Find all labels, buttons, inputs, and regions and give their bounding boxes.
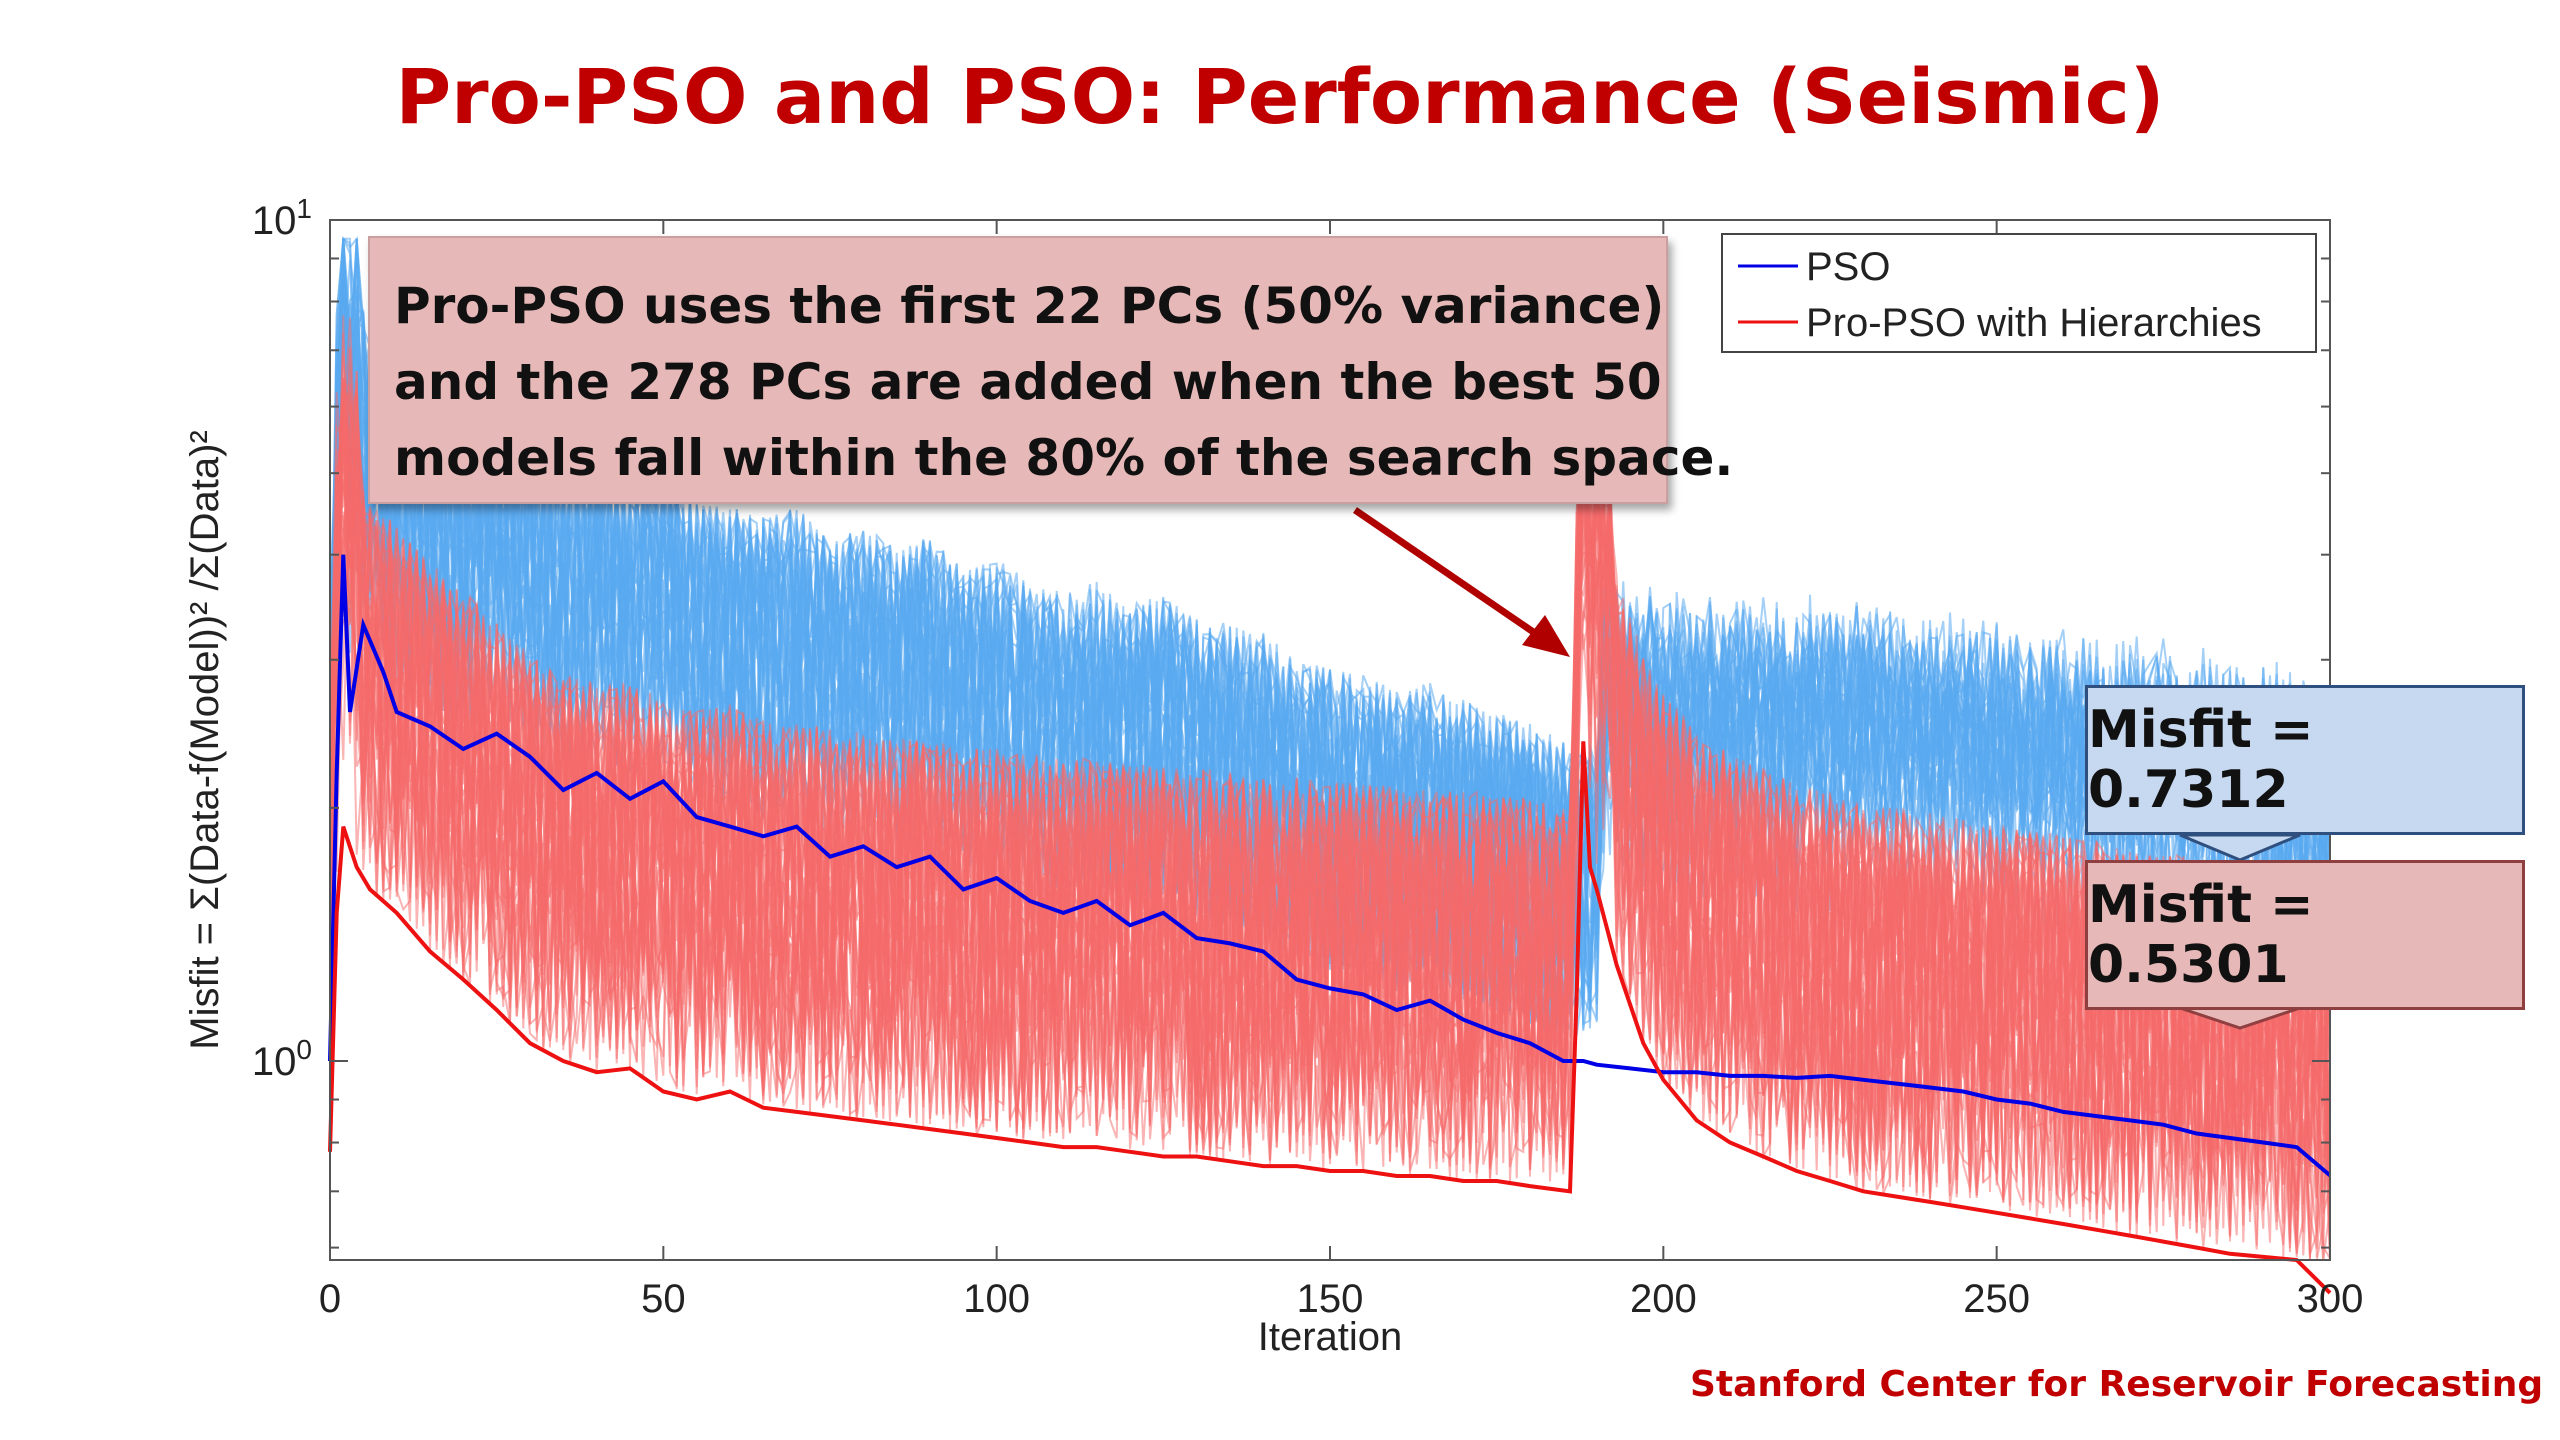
x-tick-label: 200 [1630, 1277, 1697, 1321]
legend: PSO Pro-PSO with Hierarchies [1721, 233, 2317, 353]
pso-series-line [328, 554, 2332, 1177]
misfit-pso-box: Misfit = 0.7312 [2085, 685, 2525, 835]
x-tick-label: 300 [2297, 1277, 2364, 1321]
best-series-lines [328, 554, 2332, 1295]
footer-credit: Stanford Center for Reservoir Forecastin… [1690, 1364, 2544, 1405]
x-tick-label: 0 [319, 1277, 341, 1321]
pro-pso-ensemble-line [329, 403, 2331, 1253]
callout-line-1: Pro-PSO uses the first 22 PCs (50% varia… [394, 277, 1665, 335]
x-tick-label: 250 [1963, 1277, 2030, 1321]
pro-pso-ensemble-line [329, 470, 2331, 1260]
callout-line-3: models fall within the 80% of the search… [394, 429, 1734, 487]
y-tick-label: 100 [252, 1034, 312, 1084]
x-tick-label: 100 [963, 1277, 1030, 1321]
legend-label-pro-pso: Pro-PSO with Hierarchies [1806, 301, 2262, 345]
x-tick-label: 50 [641, 1277, 686, 1321]
pro-pso-ensemble-line [329, 382, 2331, 1254]
legend-label-pso: PSO [1806, 245, 1890, 289]
legend-box [1721, 233, 2317, 353]
pso-ensemble-line [329, 238, 2331, 1036]
x-axis-label: Iteration [1258, 1315, 1403, 1359]
x-tick-label: 150 [1297, 1277, 1364, 1321]
page-title: Pro-PSO and PSO: Performance (Seismic) [395, 52, 2165, 141]
callout-line-2: and the 278 PCs are added when the best … [394, 353, 1662, 411]
y-axis-label: Misfit = Σ(Data-f(Model))² /Σ(Data)² [183, 430, 227, 1050]
pso-ensemble-line [329, 238, 2331, 1015]
pro-pso-series-line [328, 741, 2332, 1295]
x-axis-ticks: 0 50 100 150 200 250 300 [319, 220, 2364, 1321]
callout-arrow [1353, 507, 1570, 657]
y-tick-label: 101 [252, 193, 312, 243]
pro-pso-ensemble-line [329, 268, 2331, 1261]
misfit-pro-pso-box: Misfit = 0.5301 [2085, 860, 2525, 1010]
y-axis-ticks: 101 100 [252, 193, 2330, 1249]
annotation-callout: Pro-PSO uses the first 22 PCs (50% varia… [368, 236, 1734, 504]
pro-pso-ensemble-line [329, 352, 2331, 1221]
